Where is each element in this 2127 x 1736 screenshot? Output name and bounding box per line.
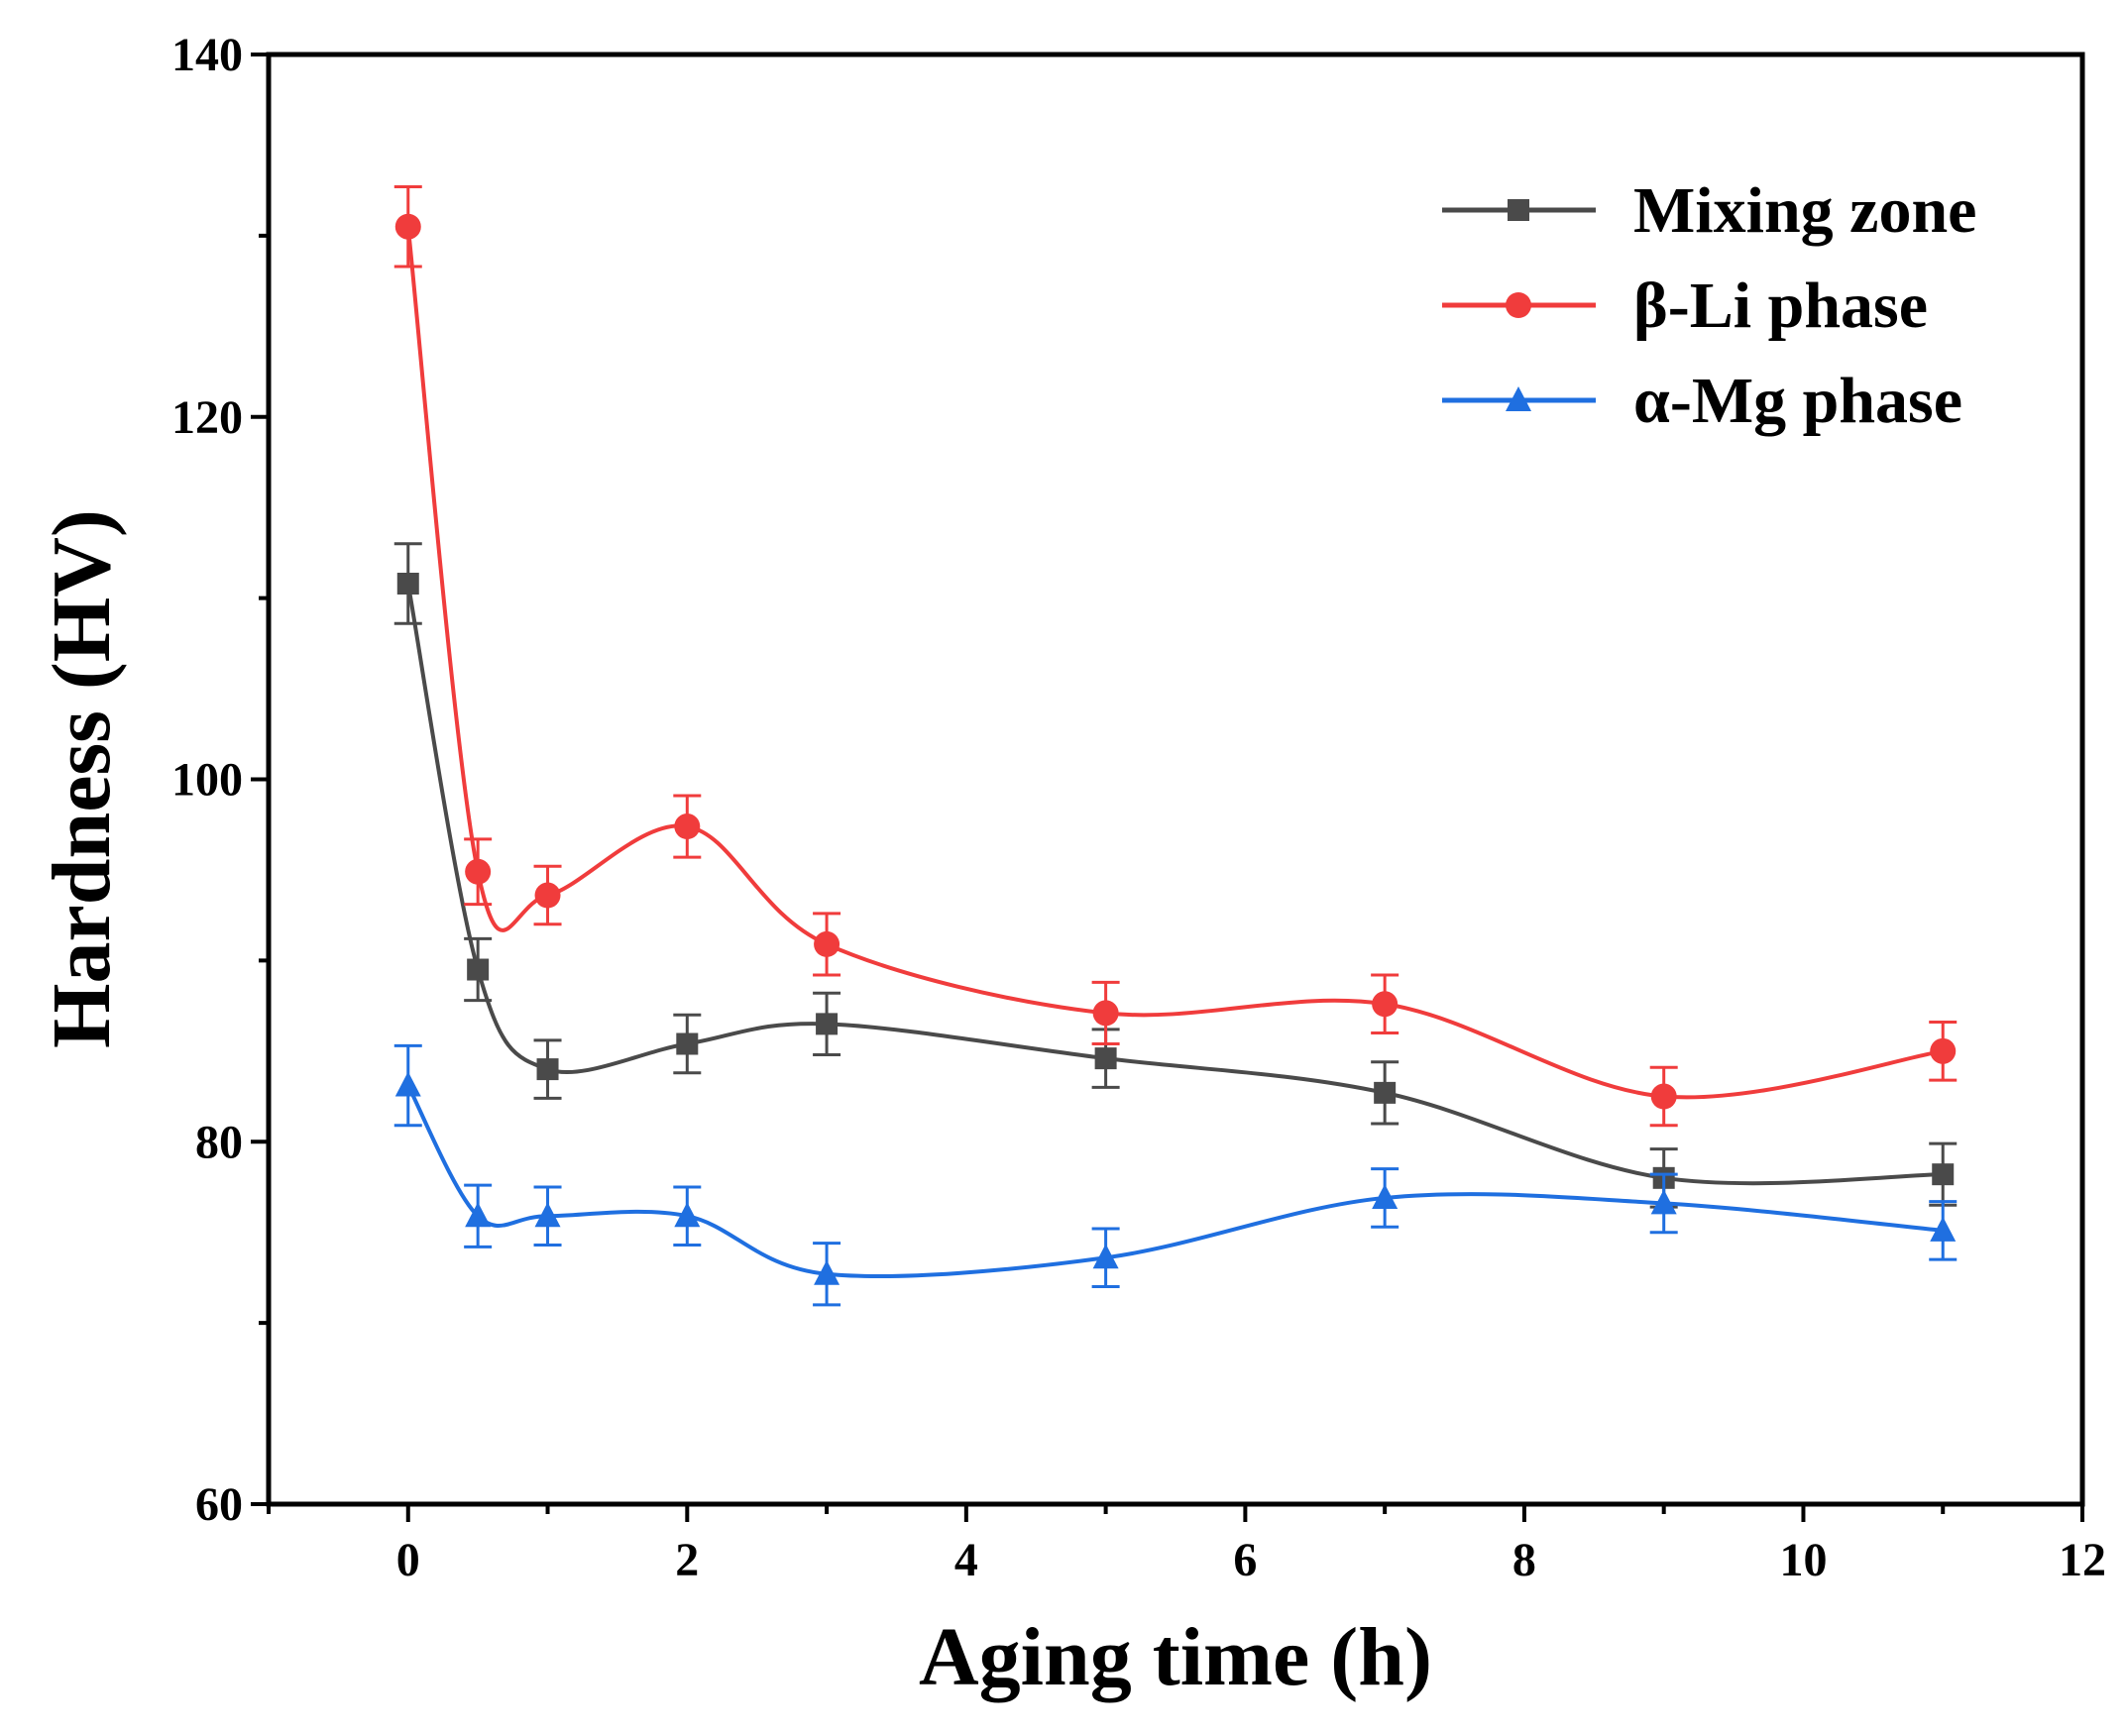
series-1 [393,184,1958,1128]
circle-marker [674,814,701,840]
x-tick-label: 12 [2059,1534,2106,1586]
triangle-marker [394,1071,421,1097]
y-tick-label: 100 [171,754,243,807]
circle-marker [1372,991,1399,1018]
circle-marker [394,213,421,240]
square-marker [676,1032,699,1055]
triangle-marker [814,1259,840,1285]
circle-marker [1506,292,1531,318]
legend-label: β-Li phase [1633,270,1928,342]
triangle-marker [1092,1244,1119,1269]
square-marker [1932,1163,1955,1186]
circle-marker [1092,1000,1119,1027]
x-axis-title: Aging time (h) [919,1611,1432,1703]
circle-marker [1650,1083,1677,1110]
legend-label: Mixing zone [1633,174,1976,247]
x-tick-label: 2 [675,1534,699,1586]
square-marker [1508,199,1529,221]
y-tick-label: 120 [171,391,243,444]
x-tick-label: 8 [1512,1534,1536,1586]
square-marker [536,1058,559,1081]
y-tick-label: 80 [195,1116,243,1168]
x-tick-label: 6 [1233,1534,1257,1586]
series-line [405,583,1944,1186]
triangle-marker [674,1202,701,1228]
triangle-marker [1372,1183,1399,1209]
triangle-marker [1930,1216,1957,1242]
series-0 [393,542,1958,1209]
series-curves [393,184,1958,1307]
triangle-marker [1506,386,1531,411]
series-line [406,1084,1944,1278]
circle-marker [1930,1037,1957,1064]
legend-label: α-Mg phase [1633,365,1962,437]
y-tick-label: 140 [171,29,243,81]
triangle-marker [465,1202,492,1228]
square-marker [1374,1081,1397,1104]
x-tick-label: 4 [954,1534,978,1586]
triangle-marker [534,1202,561,1228]
circle-marker [534,882,561,909]
circle-marker [814,930,840,957]
legend: Mixing zone β-Li phase α-Mg phase [1442,174,1976,437]
square-marker [816,1013,839,1035]
circle-marker [465,858,492,885]
triangle-marker [1650,1189,1677,1215]
axes: 0 2 4 6 8 10 12 60 80 100 120 140 [171,29,2106,1586]
series-line [405,226,1944,1100]
square-marker [1094,1047,1117,1070]
square-marker [467,958,490,981]
x-tick-label: 10 [1779,1534,1827,1586]
series-2 [393,1043,1958,1307]
y-axis-title: Hardness (HV) [36,509,128,1048]
square-marker [396,572,419,595]
x-tick-label: 0 [396,1534,420,1586]
y-tick-label: 60 [195,1478,243,1531]
